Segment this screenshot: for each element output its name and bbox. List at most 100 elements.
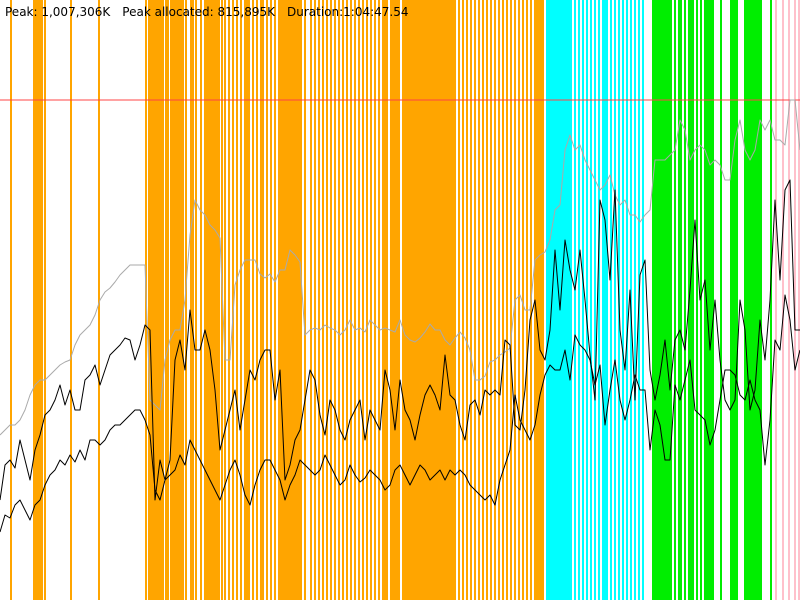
gc-event-phase_a-15: [158, 0, 160, 600]
gc-event-phase_a-117: [446, 0, 448, 600]
gc-event-phase_c-10: [674, 0, 676, 600]
gc-event-phase_d-1: [782, 0, 784, 600]
gc-event-phase_b-3: [552, 0, 554, 600]
gc-event-phase_a-8: [98, 0, 100, 600]
gc-event-phase_a-34: [208, 0, 210, 600]
gc-event-phase_c-11: [678, 0, 680, 600]
gc-event-phase_c-15: [690, 0, 692, 600]
gc-event-phase_a-122: [458, 0, 460, 600]
gc-event-phase_a-56: [278, 0, 280, 600]
gc-event-phase_b-10: [566, 0, 568, 600]
header-stats: Peak: 1,007,306K Peak allocated: 815,895K…: [5, 4, 421, 20]
gc-event-phase_a-33: [206, 0, 208, 600]
gc-event-phase_a-22: [174, 0, 176, 600]
gc-event-phase_d-0: [775, 0, 777, 600]
duration-label: Duration:1:04:47.54: [286, 5, 409, 19]
gc-event-phase_a-100: [412, 0, 414, 600]
gc-event-phase_a-99: [410, 0, 412, 600]
gc-event-phase_a-40: [221, 0, 223, 600]
gc-event-phase_a-50: [256, 0, 258, 600]
gc-event-phase_a-77: [342, 0, 344, 600]
gc-event-phase_b-20: [602, 0, 604, 600]
gc-event-phase_a-103: [418, 0, 420, 600]
gc-event-phase_b-17: [590, 0, 592, 600]
gc-event-phase_a-126: [474, 0, 476, 600]
gc-event-phase_a-72: [322, 0, 324, 600]
gc-event-phase_a-10: [148, 0, 150, 600]
gc-event-phase_b-0: [546, 0, 548, 600]
gc-event-phase_a-114: [440, 0, 442, 600]
gc-event-phase_c-4: [660, 0, 662, 600]
gc-event-phase_a-75: [334, 0, 336, 600]
gc-event-phase_a-76: [338, 0, 340, 600]
gc-event-phase_a-91: [392, 0, 394, 600]
gc-event-phase_c-0: [652, 0, 654, 600]
gc-event-phase_c-18: [700, 0, 702, 600]
gc-event-phase_c-27: [734, 0, 736, 600]
gc-event-phase_a-127: [478, 0, 480, 600]
gc-event-phase_a-7: [70, 0, 72, 600]
gc-event-phase_c-13: [684, 0, 686, 600]
gc-event-phase_c-3: [658, 0, 660, 600]
gc-event-phase_a-28: [190, 0, 192, 600]
gc-event-phase_a-130: [490, 0, 492, 600]
gc-event-phase_a-61: [288, 0, 290, 600]
gc-event-phase_a-133: [502, 0, 504, 600]
gc-event-phase_b-15: [582, 0, 584, 600]
gc-event-phase_a-90: [390, 0, 392, 600]
gc-event-phase_b-5: [556, 0, 558, 600]
gc-event-phase_a-135: [510, 0, 512, 600]
gc-event-phase_a-143: [538, 0, 540, 600]
gc-event-phase_a-102: [416, 0, 418, 600]
gc-event-phase_c-38: [770, 0, 772, 600]
gc-event-phase_a-23: [176, 0, 178, 600]
gc-event-phase_c-23: [712, 0, 714, 600]
gc-event-phase_b-16: [586, 0, 588, 600]
gc-event-phase_a-19: [167, 0, 169, 600]
gc-event-phase_a-74: [330, 0, 332, 600]
gc-event-phase_a-42: [228, 0, 230, 600]
gc-event-phase_a-58: [282, 0, 284, 600]
gc-event-phase_a-98: [408, 0, 410, 600]
gc-event-phase_a-17: [162, 0, 164, 600]
gc-event-phase_a-82: [362, 0, 364, 600]
gc-event-phase_a-97: [406, 0, 408, 600]
gc-event-phase_d-3: [794, 0, 796, 600]
gc-event-phase_a-45: [240, 0, 242, 600]
series-line-2: [0, 294, 800, 533]
gc-event-phase_a-120: [452, 0, 454, 600]
gc-event-phase_c-6: [664, 0, 666, 600]
gc-event-phase_c-26: [732, 0, 734, 600]
gc-event-phase_a-101: [414, 0, 416, 600]
gc-event-phase_a-13: [154, 0, 156, 600]
gc-event-phase_a-3: [37, 0, 39, 600]
gc-event-phase_b-22: [606, 0, 608, 600]
gc-event-phase_a-5: [41, 0, 43, 600]
gc-event-phase_a-108: [428, 0, 430, 600]
gc-event-phase_a-123: [462, 0, 464, 600]
gc-event-phase_b-13: [574, 0, 576, 600]
gc-event-phase_b-4: [554, 0, 556, 600]
gc-event-phase_d-4: [798, 0, 800, 600]
gc-event-phase_a-62: [290, 0, 292, 600]
gc-event-markers: [10, 0, 800, 600]
gc-event-phase_b-9: [564, 0, 566, 600]
gc-event-phase_c-33: [752, 0, 754, 600]
gc-event-phase_a-81: [358, 0, 360, 600]
gc-event-phase_a-84: [370, 0, 372, 600]
gc-event-phase_a-55: [274, 0, 276, 600]
gc-event-phase_c-1: [654, 0, 656, 600]
gc-event-phase_a-32: [204, 0, 206, 600]
gc-event-phase_a-139: [526, 0, 528, 600]
gc-event-phase_a-66: [298, 0, 300, 600]
gc-event-phase_a-124: [466, 0, 468, 600]
gc-event-phase_c-22: [710, 0, 712, 600]
gc-event-phase_a-1: [33, 0, 35, 600]
gc-event-phase_c-35: [756, 0, 758, 600]
peak-allocated-label: Peak allocated: 815,895K: [122, 5, 275, 19]
gc-event-phase_a-57: [280, 0, 282, 600]
gc-event-phase_a-39: [218, 0, 220, 600]
gc-event-phase_a-69: [310, 0, 312, 600]
series-lines: [0, 99, 800, 533]
